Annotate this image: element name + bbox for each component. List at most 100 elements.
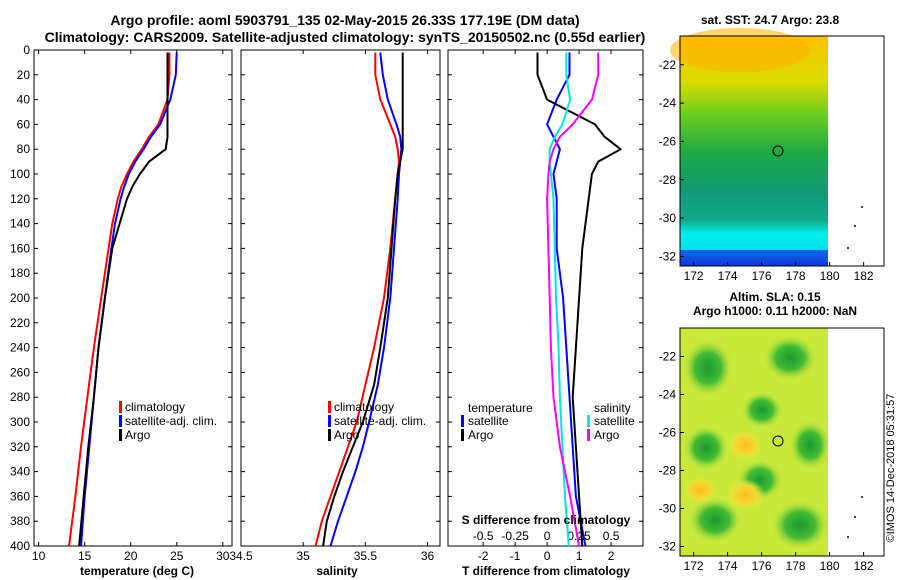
- temperature-xlabel: temperature (deg C): [80, 564, 194, 578]
- sla-low-blob: [764, 336, 816, 380]
- legend-swatch-argo: [119, 429, 122, 441]
- sla-low-blob: [790, 421, 830, 469]
- sla-low-blob: [684, 340, 732, 396]
- map-y-tick-label: -28: [659, 464, 677, 478]
- sst-map-title: sat. SST: 24.7 Argo: 23.8: [701, 13, 840, 27]
- sla-land-blank: [828, 328, 884, 556]
- y-tick-label: 220: [10, 316, 30, 330]
- x-tick-label: 20: [124, 549, 138, 563]
- y-tick-label: 320: [10, 440, 30, 454]
- sla-island-dot: [861, 496, 863, 498]
- y-tick-label: 40: [17, 93, 31, 107]
- legend-swatch-t-satellite: [461, 415, 464, 427]
- sla-island-dot: [847, 536, 849, 538]
- legend-label-climatology: climatology: [334, 400, 394, 414]
- series-line-salinity-satellite: [548, 52, 572, 547]
- map-y-tick-label: -22: [659, 58, 677, 72]
- y-tick-label: 360: [10, 489, 30, 503]
- legend-swatch-satellite: [328, 415, 331, 427]
- difference-legend-salinity: salinity satellite Argo: [587, 401, 635, 442]
- sla-high-blob: [682, 476, 718, 504]
- y-tick-label: 120: [10, 192, 30, 206]
- map-y-tick-label: -24: [659, 388, 677, 402]
- legend-label-satellite: satellite-adj. clim.: [334, 414, 426, 428]
- sla-island-dot: [854, 516, 856, 518]
- map-y-tick-label: -22: [659, 350, 677, 364]
- temperature-panel: 10 15 20 25 30020406080100120140160180200220…: [10, 43, 233, 563]
- sla-map: [679, 327, 885, 557]
- sst-map-frame: [679, 35, 885, 267]
- sla-map-title-line2: Argo h1000: 0.11 h2000: NaN: [693, 304, 857, 318]
- x-tick-label: -1: [510, 549, 521, 563]
- y-tick-label: 20: [17, 68, 31, 82]
- legend-swatch-climatology: [119, 401, 122, 413]
- panel-frame: [447, 49, 644, 547]
- map-y-tick-label: -26: [659, 134, 677, 148]
- series-line-climatology: [68, 52, 171, 547]
- difference-xlabel-top: S difference from climatology: [462, 513, 631, 527]
- x-tick-label-top: 0: [544, 529, 551, 543]
- map-x-tick-label: 182: [854, 559, 874, 573]
- x-tick-label: 34.5: [229, 549, 253, 563]
- sla-high-blob: [725, 479, 765, 511]
- map-x-tick-label: 172: [684, 559, 704, 573]
- series-line-temperature-satellite: [546, 52, 587, 547]
- x-tick-label: 2: [608, 549, 615, 563]
- series-line-salinity-argo: [546, 52, 600, 547]
- legend-title-salinity: salinity: [594, 401, 631, 415]
- series-line-temperature-argo: [536, 52, 622, 547]
- series-line-climatology: [314, 52, 400, 547]
- legend-label-argo: Argo: [125, 428, 151, 442]
- y-tick-label: 140: [10, 217, 30, 231]
- map-y-tick-label: -30: [659, 502, 677, 516]
- series-line-argo: [78, 52, 169, 547]
- temperature-legend: climatology satellite-adj. clim. Argo: [119, 400, 217, 442]
- map-x-tick-label: 178: [786, 269, 806, 283]
- legend-label-climatology: climatology: [125, 400, 185, 414]
- sst-field: [680, 36, 828, 266]
- map-y-tick-label: -32: [659, 540, 677, 554]
- map-x-tick-label: 176: [752, 559, 772, 573]
- x-tick-label: 30: [216, 549, 230, 563]
- map-x-tick-label: 182: [854, 269, 874, 283]
- x-tick-label: 36: [421, 549, 435, 563]
- x-tick-label-top: 0.5: [603, 529, 620, 543]
- y-tick-label: 260: [10, 365, 30, 379]
- sla-map-title-line1: Altim. SLA: 0.15: [729, 290, 821, 304]
- y-tick-label: 60: [17, 117, 31, 131]
- series-line-satellite-adj-clim-: [80, 52, 178, 547]
- sla-low-blob: [684, 426, 728, 470]
- legend-swatch-t-argo: [461, 429, 464, 441]
- map-y-tick-label: -24: [659, 96, 677, 110]
- y-tick-label: 100: [10, 167, 30, 181]
- x-tick-label: 10: [32, 549, 46, 563]
- legend-label-t-satellite: satellite: [468, 414, 509, 428]
- y-tick-label: 240: [10, 341, 30, 355]
- map-x-tick-label: 180: [820, 559, 840, 573]
- sla-argo-marker: [772, 435, 784, 447]
- map-x-tick-label: 174: [718, 559, 738, 573]
- series-line-satellite-adj-clim-: [329, 52, 403, 547]
- panel-frame: [240, 49, 441, 547]
- y-tick-label: 180: [10, 266, 30, 280]
- y-tick-label: 160: [10, 241, 30, 255]
- figure-title-line2: Climatology: CARS2009. Satellite-adjuste…: [45, 29, 646, 45]
- map-y-tick-label: -32: [659, 249, 677, 263]
- legend-label-argo: Argo: [334, 428, 360, 442]
- x-tick-label-top: -0.25: [501, 529, 529, 543]
- difference-legend-temperature: temperature satellite Argo: [461, 401, 533, 442]
- map-y-tick-label: -28: [659, 173, 677, 187]
- legend-swatch-climatology: [328, 401, 331, 413]
- map-x-tick-label: 178: [786, 559, 806, 573]
- x-tick-label-top: 0.25: [567, 529, 591, 543]
- map-axes: 172 174 176 178 180 182 -22 -24 -26 -28 -30 -32 172 1…: [659, 58, 874, 573]
- y-tick-label: 300: [10, 415, 30, 429]
- difference-xlabel: T difference from climatology: [462, 564, 630, 578]
- map-x-tick-label: 174: [718, 269, 738, 283]
- map-y-tick-label: -26: [659, 426, 677, 440]
- difference-panel: -2 -1 0 1 2 -0.5 -0.25 0 0.25 0.5: [447, 49, 644, 563]
- panel-frame: [33, 49, 233, 547]
- y-tick-label: 0: [23, 43, 30, 57]
- sst-map: [670, 28, 885, 267]
